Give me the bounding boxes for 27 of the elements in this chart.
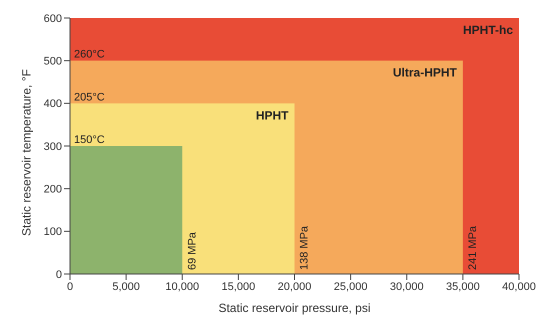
y-tick-label: 100 <box>44 226 62 238</box>
x-tick-label: 20,000 <box>278 280 312 293</box>
y-tick-label: 500 <box>44 56 62 68</box>
annotation: 260°C <box>74 48 105 61</box>
y-tick-label: 400 <box>44 98 62 110</box>
x-axis-title: Static reservoir pressure, psi <box>218 301 371 315</box>
y-tick-label: 200 <box>44 184 62 196</box>
x-tick-label: 15,000 <box>222 280 256 293</box>
annotation: 138 MPa <box>298 225 310 270</box>
y-tick-label: 600 <box>44 12 62 25</box>
annotation: 69 MPa <box>186 231 198 270</box>
series-label: HPHT <box>256 108 290 122</box>
annotation: 241 MPa <box>466 225 479 270</box>
y-axis-title: Static reservoir temperature, °F <box>19 69 34 236</box>
series-label: Ultra-HPHT <box>392 66 458 80</box>
annotation: 150°C <box>74 134 105 146</box>
x-tick-label: 35,000 <box>446 280 480 293</box>
x-tick-label: 40,000 <box>502 280 536 293</box>
y-tick-label: 300 <box>44 140 62 153</box>
annotation: 205°C <box>74 91 105 104</box>
x-tick-label: 0 <box>66 280 74 293</box>
series-label: HPHT-hc <box>462 23 514 37</box>
x-tick-label: 5,000 <box>112 280 140 293</box>
x-tick-label: 10,000 <box>165 280 200 293</box>
x-tick-label: 30,000 <box>390 280 424 293</box>
y-tick-label: 0 <box>56 268 62 281</box>
x-tick-label: 25,000 <box>334 280 368 293</box>
